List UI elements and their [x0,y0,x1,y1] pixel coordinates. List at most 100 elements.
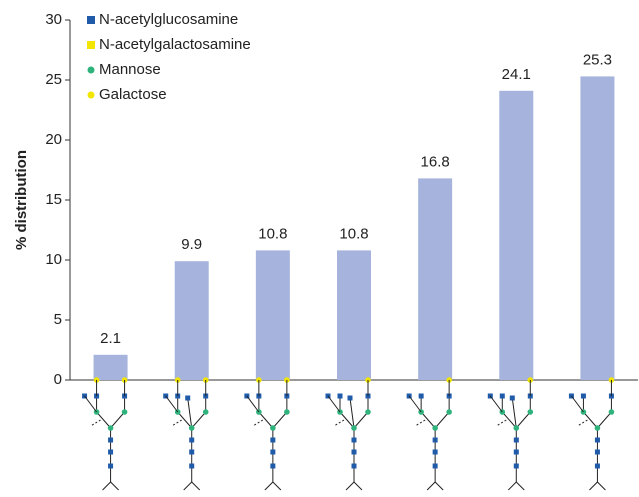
legend-symbol [87,66,95,74]
data-label: 16.8 [421,153,450,170]
glycan-circle [432,425,438,431]
glycan-link [577,419,588,427]
data-label: 24.1 [502,66,531,83]
glycan-link [501,411,517,429]
glycan-circle [527,409,534,415]
glycan-circle [202,409,209,415]
glycan-link [420,411,436,429]
glycan-square [418,393,424,399]
legend-label: N-acetylgalactosamine [99,36,251,53]
glycan-link [589,481,598,491]
glycan-link [408,395,422,413]
glycan-link [90,419,101,427]
glycan-circle [594,425,601,431]
glycan-link [414,419,426,427]
glycan-square [594,437,600,443]
glycan-square [347,395,353,401]
glycan-icon [82,377,128,491]
glycan-circle [513,425,520,431]
glycan-link [511,397,517,429]
glycan-link [515,481,525,491]
bar [337,250,371,380]
glycan-square [108,463,114,469]
glycan-icon [244,377,290,491]
glycan-square [337,393,343,399]
glycan-square [432,449,438,455]
glycan-square [270,463,276,469]
glycan-square [189,449,195,455]
glycan-link [110,411,125,429]
glycan-square [351,463,357,469]
glycan-square [580,393,586,399]
glycan-square [509,395,515,401]
data-label: 2.1 [100,330,121,347]
glycan-icon [325,377,371,491]
glycan-circle [188,425,195,431]
glycan-link [515,411,531,429]
glycan-circle [270,425,276,431]
bar [499,90,534,381]
glycan-square [513,449,519,455]
legend-symbol [87,41,95,49]
glycan-square [594,449,600,455]
glycan-link [246,395,260,413]
glycan-circle [351,425,357,431]
bar [255,250,290,380]
y-tick-label: 30 [45,11,62,28]
glycan-icon [163,377,209,491]
glycan-square [108,437,114,443]
glycan-square [513,463,519,469]
glycan-link [165,395,179,413]
glycan-link [96,411,111,429]
glycan-link [177,411,193,429]
glycan-link [110,481,119,491]
glycan-circle [284,409,290,415]
glycan-square [185,395,191,401]
glycan-link [507,481,517,491]
glycan-link [434,481,444,491]
glycan-link [353,411,369,429]
y-axis-label: % distribution [13,150,30,250]
glycan-square [594,463,600,469]
glycan-circle [365,409,371,415]
glycan-link [426,481,436,491]
legend-label: Galactose [99,86,167,103]
glycan-link [264,481,274,491]
legend-symbol [87,16,95,24]
glycan-link [333,419,345,427]
y-tick-label: 25 [45,71,62,88]
legend-label: N-acetylglucosamine [99,11,238,28]
data-label: 25.3 [583,51,612,68]
glycan-link [84,395,97,413]
data-label: 9.9 [181,236,202,253]
glycan-circle [121,409,128,415]
glycan-link [171,419,182,427]
y-tick-label: 0 [54,371,62,388]
legend-label: Mannose [99,61,161,78]
glycan-link [272,411,288,429]
glycan-link [597,411,612,429]
y-tick-label: 15 [45,191,62,208]
y-tick-label: 5 [54,311,62,328]
data-label: 10.8 [339,225,368,242]
glycan-link [583,411,598,429]
glycan-square [351,449,357,455]
legend-symbol [87,91,95,99]
glycan-icon [406,377,452,491]
glycan-link [339,411,355,429]
bar [93,354,128,380]
glycan-square [270,449,276,455]
glycan-square [108,449,114,455]
glycan-square [432,463,438,469]
glycan-link [272,481,282,491]
glycan-circle [608,409,615,415]
bar [580,76,615,381]
y-tick-label: 10 [45,251,62,268]
glycan-link [187,397,193,429]
glycan-square [499,393,505,399]
bar [418,178,453,380]
glycan-link [345,481,355,491]
glycan-link [349,397,355,429]
glycan-circle [107,425,114,431]
